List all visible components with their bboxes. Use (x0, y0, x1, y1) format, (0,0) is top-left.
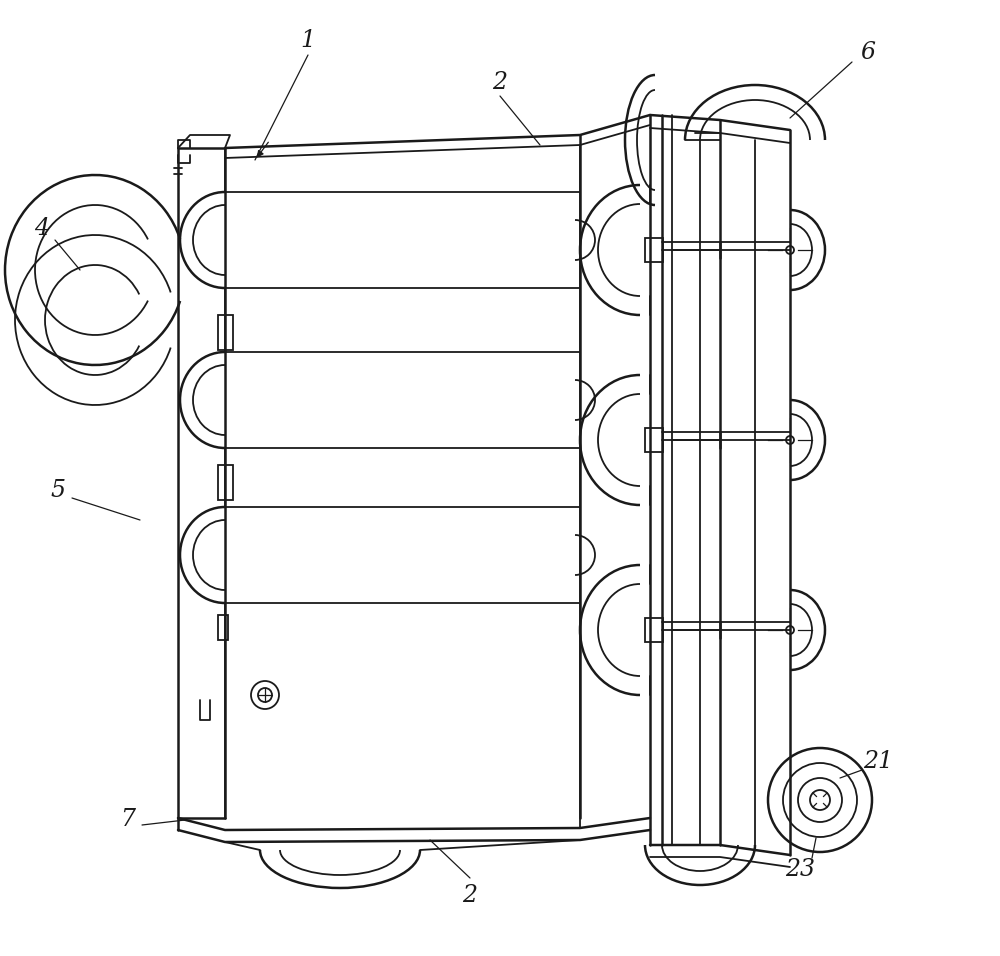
Bar (218, 315, 233, 350)
Text: 7: 7 (120, 809, 136, 832)
Text: 21: 21 (863, 750, 893, 773)
Bar (645, 238, 663, 262)
Text: 1: 1 (300, 29, 316, 52)
Bar (218, 615, 228, 640)
Bar (218, 465, 233, 500)
Text: 23: 23 (785, 858, 815, 881)
Text: 6: 6 (860, 40, 876, 63)
Text: 5: 5 (50, 479, 66, 502)
Bar (645, 618, 663, 642)
Text: 4: 4 (34, 216, 50, 240)
Text: 2: 2 (492, 71, 508, 94)
Bar (645, 428, 663, 452)
Text: 2: 2 (462, 883, 478, 906)
